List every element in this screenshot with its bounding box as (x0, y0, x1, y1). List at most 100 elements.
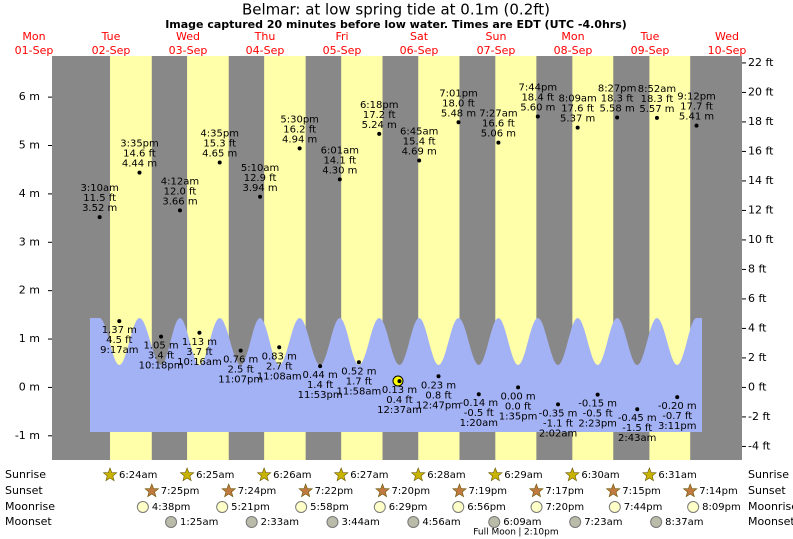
sun-icon (333, 467, 349, 482)
tide-label: 8:09am (558, 94, 596, 105)
sun-icon (179, 467, 195, 482)
tide-label: 10:16am (177, 357, 222, 368)
tide-label: 1.37 m (102, 325, 137, 336)
tide-label: -0.5 ft (583, 409, 613, 420)
tide-point (516, 385, 521, 390)
tide-label: 14.6 ft (123, 149, 156, 160)
tide-label: 15.4 ft (403, 137, 436, 148)
tide-point (496, 140, 501, 145)
sunset-time: 7:17pm (545, 486, 584, 497)
tide-label: 18.4 ft (521, 92, 554, 103)
tide-label: 4.94 m (282, 134, 317, 145)
tide-label: 0.23 m (421, 380, 456, 391)
moonrise-time: 6:56pm (467, 502, 506, 513)
tide-label: 10:18pm (139, 361, 184, 372)
tide-label: 9:12pm (677, 92, 716, 103)
tide-label: 7:44pm (519, 82, 558, 93)
tide-label: 4.69 m (402, 147, 437, 158)
date-label: 08-Sep (554, 44, 593, 57)
tide-label: 5.24 m (362, 120, 397, 131)
tide-label: 12:37am (377, 405, 422, 416)
moon-icon (650, 516, 663, 528)
y-tick-label: -1 m (15, 429, 40, 442)
sun-icon (487, 467, 503, 482)
weekday-label: Sat (410, 30, 429, 43)
sunrise-time: 6:31am (658, 470, 696, 481)
tide-point (456, 120, 461, 125)
tide-label: 17.7 ft (680, 102, 713, 113)
date-label: 01-Sep (15, 44, 54, 57)
tide-label: 6:01am (321, 145, 359, 156)
tide-label: 0.52 m (341, 366, 376, 377)
tide-label: -0.5 ft (464, 408, 494, 419)
row-label: Sunset (748, 484, 786, 497)
tide-label: 6:45am (400, 127, 438, 138)
y2-tick-label: 8 ft (748, 262, 767, 275)
moonset-time: 1:25am (180, 517, 218, 528)
moon-icon (407, 516, 420, 528)
moon-icon (687, 501, 700, 513)
moon-icon (216, 501, 229, 513)
sunrise-time: 6:30am (581, 470, 619, 481)
tide-label: 2:02am (539, 428, 577, 439)
tide-label: 18.0 ft (442, 98, 475, 109)
sunset-time: 7:15pm (622, 486, 661, 497)
moon-icon (608, 501, 621, 513)
row-label: Moonrise (748, 500, 793, 513)
tide-label: 2:23pm (578, 419, 617, 430)
tide-label: -0.20 m (658, 401, 697, 412)
sunset-time: 7:19pm (468, 486, 507, 497)
moonset-time: 2:33am (261, 517, 299, 528)
sun-icon (102, 467, 118, 482)
sun-icon (528, 483, 544, 498)
date-label: 04-Sep (246, 44, 285, 57)
moon-icon (165, 516, 178, 528)
row-label: Moonset (748, 515, 793, 528)
tide-label: 3.4 ft (148, 351, 174, 362)
moonset-time: 4:56am (422, 517, 460, 528)
moonrise-time: 6:29pm (389, 502, 428, 513)
tide-point (297, 146, 302, 151)
y2-tick-label: 12 ft (748, 203, 774, 216)
tide-label: 5.37 m (560, 114, 595, 125)
tide-point (417, 158, 422, 163)
tide-label: 5.58 m (600, 103, 635, 114)
moon-icon (488, 516, 501, 528)
y-tick-label: 3 m (19, 235, 40, 248)
tide-label: 4.44 m (122, 159, 157, 170)
tide-point (654, 115, 659, 120)
date-label: 05-Sep (323, 44, 362, 57)
tide-label: 0.76 m (223, 355, 258, 366)
tide-label: 5:30pm (280, 114, 319, 125)
tide-label: 2.5 ft (227, 365, 253, 376)
weekday-label: Fri (335, 30, 348, 43)
moon-icon (245, 516, 258, 528)
tide-label: 11:58am (337, 386, 382, 397)
tide-label: 17.6 ft (561, 104, 594, 115)
tide-label: 14.1 ft (323, 155, 356, 166)
tide-label: 0.4 ft (386, 395, 412, 406)
tide-point (635, 407, 640, 412)
tide-label: 5.48 m (441, 108, 476, 119)
tide-point (137, 170, 142, 175)
y2-tick-label: 0 ft (748, 380, 767, 393)
sunset-time: 7:24pm (238, 486, 277, 497)
tide-label: -0.45 m (618, 413, 657, 424)
tide-label: 1:20am (460, 418, 498, 429)
tide-point (258, 194, 263, 199)
sun-icon (375, 483, 391, 498)
tide-point (556, 402, 561, 407)
tide-point (117, 319, 122, 324)
tide-label: 1.7 ft (346, 376, 372, 387)
sun-icon (221, 483, 237, 498)
tide-label: 0.83 m (262, 351, 297, 362)
moonrise-time: 4:38pm (152, 502, 191, 513)
moon-phase-name: Full Moon (473, 528, 516, 538)
y2-tick-label: -2 ft (748, 410, 771, 423)
tide-label: 11:53pm (298, 390, 343, 401)
tide-point (97, 215, 102, 220)
sun-icon (144, 483, 160, 498)
tide-point (675, 395, 680, 400)
sunset-time: 7:14pm (699, 486, 738, 497)
weekday-label: Tue (640, 30, 660, 43)
